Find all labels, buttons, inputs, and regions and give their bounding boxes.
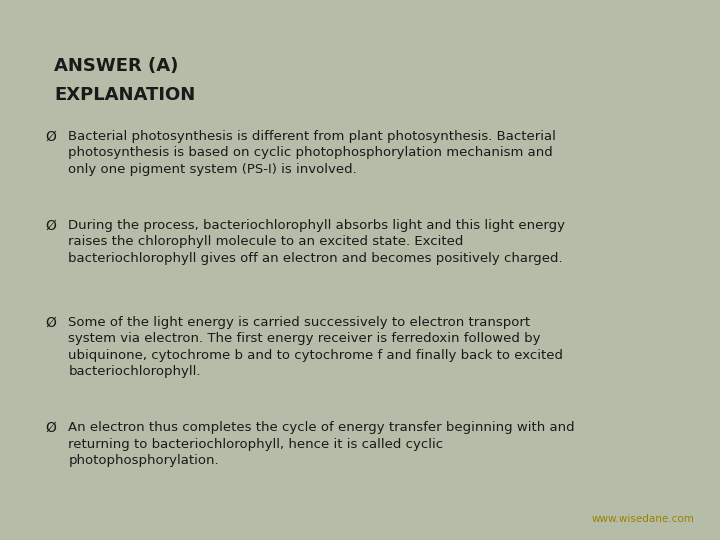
Text: Ø: Ø <box>45 130 56 144</box>
Text: EXPLANATION: EXPLANATION <box>54 86 195 104</box>
Text: An electron thus completes the cycle of energy transfer beginning with and
retur: An electron thus completes the cycle of … <box>68 421 575 467</box>
Text: Bacterial photosynthesis is different from plant photosynthesis. Bacterial
photo: Bacterial photosynthesis is different fr… <box>68 130 557 176</box>
Text: Ø: Ø <box>45 421 56 435</box>
Text: Ø: Ø <box>45 219 56 233</box>
Text: Some of the light energy is carried successively to electron transport
system vi: Some of the light energy is carried succ… <box>68 316 563 379</box>
Text: Ø: Ø <box>45 316 56 330</box>
Text: During the process, bacteriochlorophyll absorbs light and this light energy
rais: During the process, bacteriochlorophyll … <box>68 219 565 265</box>
Text: www.wisedane.com: www.wisedane.com <box>592 514 695 524</box>
Text: ANSWER (A): ANSWER (A) <box>54 57 179 75</box>
